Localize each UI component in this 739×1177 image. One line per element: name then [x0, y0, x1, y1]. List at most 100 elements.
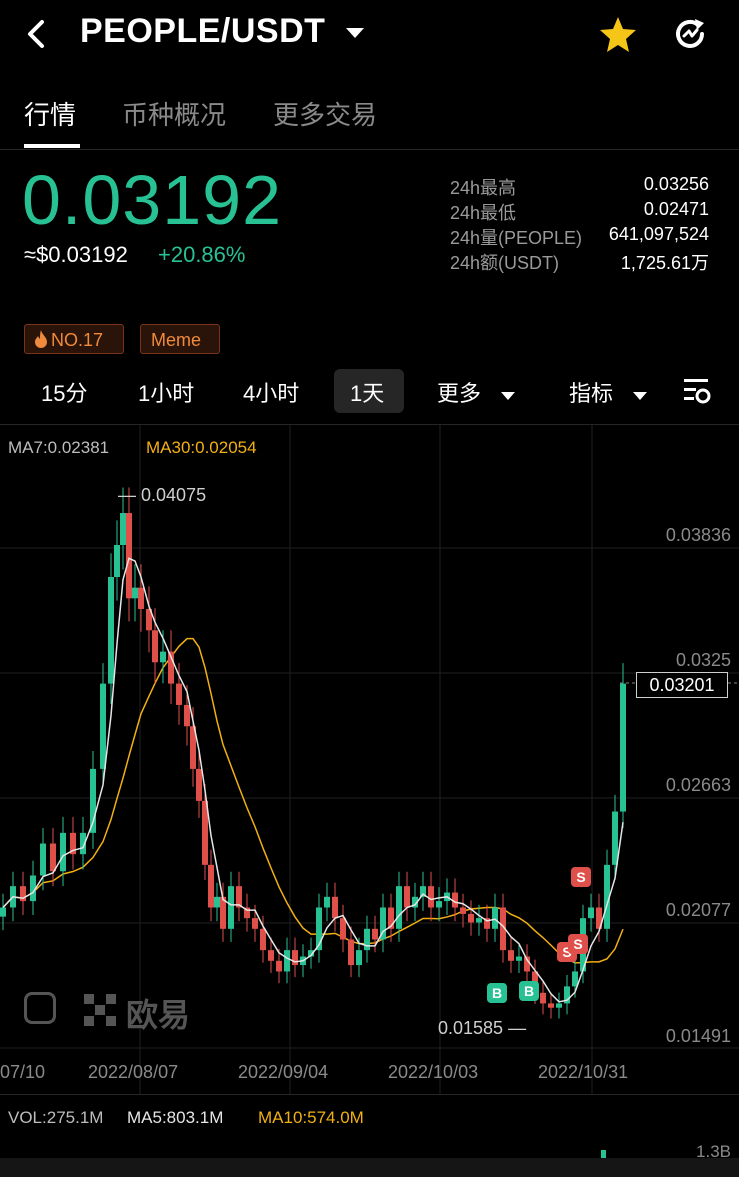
candle-body [50, 843, 56, 872]
high-marker-value: 0.04075 [141, 485, 207, 505]
candle-body [364, 928, 370, 951]
candle-body [228, 886, 234, 929]
candle-body [388, 907, 394, 929]
price-axis-label: 0.02077 [665, 900, 731, 920]
candle-body [0, 907, 6, 917]
buy-marker[interactable]: B [519, 981, 539, 1001]
interval-selected-bg [334, 369, 404, 413]
price-axis-label: 0.02663 [665, 775, 731, 795]
ma7-legend: MA7:0.02381 [8, 438, 110, 457]
candle-body [468, 913, 474, 923]
ma7-line [2, 557, 624, 1003]
more-dropdown-icon[interactable] [500, 388, 516, 406]
candle-body [184, 704, 190, 727]
candle-body [160, 651, 166, 663]
stat-amount-label: 24h额(USDT) [450, 253, 560, 273]
candle-body [138, 587, 144, 609]
rank-tag-label: NO.17 [51, 330, 104, 350]
chart-settings-icon[interactable] [682, 376, 712, 411]
meme-tag-label: Meme [151, 330, 202, 350]
candle-body [214, 896, 220, 908]
candle-body [90, 768, 96, 833]
current-price-tag: 0.03201 [636, 672, 728, 698]
buy-marker[interactable]: B [487, 983, 507, 1003]
candle-body [372, 928, 378, 940]
tab-coin-overview[interactable]: 币种概况 [122, 100, 227, 130]
refresh-icon[interactable] [670, 14, 710, 59]
chevron-left-icon [28, 20, 44, 48]
date-label: 2022/10/03 [388, 1062, 479, 1082]
candle-body [508, 950, 514, 961]
indicator-button[interactable]: 指标 [569, 381, 614, 406]
candle-body [70, 832, 76, 855]
candle-body [80, 832, 86, 855]
volume-bar [601, 1150, 606, 1158]
tab-market[interactable]: 行情 [24, 100, 77, 130]
meme-tag[interactable]: Meme [140, 324, 220, 354]
candle-body [380, 907, 386, 940]
candle-body [208, 864, 214, 908]
interval-1h[interactable]: 1小时 [138, 381, 195, 406]
candle-body [190, 726, 196, 769]
sell-marker[interactable]: S [568, 934, 588, 954]
candle-body [202, 800, 208, 865]
candle-body [452, 892, 458, 908]
vol-axis-label: 1.3B [696, 1142, 731, 1161]
candle-body [60, 832, 66, 872]
candle-body [236, 886, 242, 908]
candle-body [420, 886, 426, 897]
tab-more-trading[interactable]: 更多交易 [273, 100, 378, 130]
candle-body [476, 918, 482, 923]
candle-body [340, 918, 346, 940]
low-marker-value: 0.01585 [438, 1018, 504, 1038]
expand-icon[interactable] [24, 992, 56, 1024]
candle-body [220, 896, 226, 929]
candle-body [168, 651, 174, 684]
candle-body [20, 886, 26, 902]
candle-body [484, 918, 490, 929]
interval-more[interactable]: 更多 [437, 381, 482, 406]
vol-ma5-legend: MA5:803.1M [127, 1108, 224, 1127]
watermark: 欧易 [126, 997, 191, 1033]
high-marker: — 0.04075 [118, 485, 207, 505]
stat-amount-value: 1,725.61万 [620, 253, 709, 273]
candle-body [268, 950, 274, 961]
usd-price: ≈$0.03192 [24, 242, 128, 267]
candle-body [564, 986, 570, 1004]
stat-volume-label: 24h量(PEOPLE) [450, 228, 583, 248]
candle-body [284, 950, 290, 972]
tab-underline [24, 144, 80, 148]
candle-body [572, 971, 578, 987]
candle-body [604, 864, 610, 929]
interval-15m[interactable]: 15分 [41, 381, 88, 406]
divider [0, 424, 739, 425]
candle-body [396, 886, 402, 929]
rank-tag[interactable]: NO.17 [24, 324, 124, 354]
candle-body [548, 1003, 554, 1008]
indicator-dropdown-icon[interactable] [632, 388, 648, 406]
candles [0, 487, 626, 1019]
divider [0, 1094, 739, 1095]
sell-marker[interactable]: S [571, 867, 591, 887]
favorite-star-icon[interactable] [598, 14, 638, 59]
okx-logo-icon [84, 994, 116, 1031]
interval-4h[interactable]: 4小时 [243, 381, 300, 406]
candle-body [492, 907, 498, 929]
stat-volume-value: 641,097,524 [608, 224, 709, 244]
interval-1d[interactable]: 1天 [350, 381, 385, 406]
back-button[interactable] [22, 16, 54, 52]
pair-dropdown-icon[interactable] [344, 26, 366, 45]
ma7-polyline [2, 557, 624, 1003]
candle-body [276, 960, 282, 972]
candle-body [356, 950, 362, 966]
date-label: 2022/09/04 [238, 1062, 329, 1082]
candle-body [540, 992, 546, 1004]
candle-body [500, 907, 506, 951]
ma30-line [2, 637, 624, 964]
stat-low-label: 24h最低 [450, 203, 517, 223]
flame-icon [35, 330, 47, 348]
pair-title[interactable]: PEOPLE/USDT [80, 12, 326, 50]
candle-body [620, 683, 626, 812]
candle-body [292, 950, 298, 966]
low-marker: 0.01585 — [438, 1018, 527, 1038]
